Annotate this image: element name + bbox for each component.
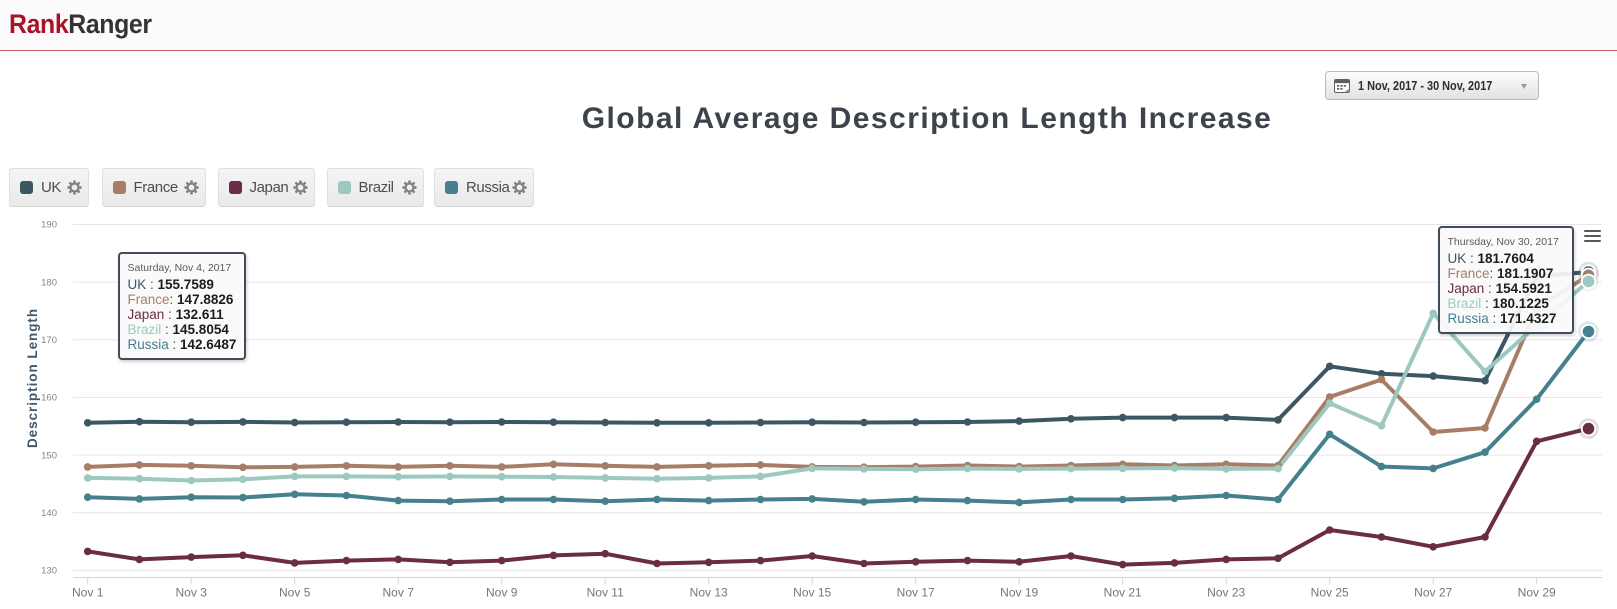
svg-text:Nov 23: Nov 23 — [1207, 586, 1245, 600]
svg-text:Nov 3: Nov 3 — [176, 586, 208, 600]
svg-text:150: 150 — [41, 450, 57, 461]
svg-text:Nov 17: Nov 17 — [897, 586, 935, 600]
svg-text:160: 160 — [41, 393, 57, 404]
svg-text:Nov 1: Nov 1 — [72, 586, 104, 600]
svg-text:Nov 29: Nov 29 — [1518, 586, 1556, 600]
svg-text:130: 130 — [41, 566, 57, 577]
svg-text:Nov 25: Nov 25 — [1311, 586, 1349, 600]
svg-text:Nov 7: Nov 7 — [383, 586, 415, 600]
svg-text:Nov 5: Nov 5 — [279, 586, 311, 600]
svg-text:Nov 13: Nov 13 — [690, 586, 728, 600]
svg-text:Nov 27: Nov 27 — [1414, 586, 1452, 600]
svg-text:Nov 11: Nov 11 — [587, 586, 624, 600]
svg-text:Nov 21: Nov 21 — [1104, 586, 1142, 600]
svg-text:Nov 19: Nov 19 — [1000, 586, 1038, 600]
svg-text:140: 140 — [41, 508, 57, 519]
svg-text:180: 180 — [41, 277, 57, 288]
svg-text:Nov 9: Nov 9 — [486, 586, 518, 600]
svg-text:Description Length: Description Length — [25, 308, 40, 448]
svg-text:Nov 15: Nov 15 — [793, 586, 831, 600]
svg-text:170: 170 — [41, 335, 57, 346]
svg-text:190: 190 — [41, 220, 57, 231]
